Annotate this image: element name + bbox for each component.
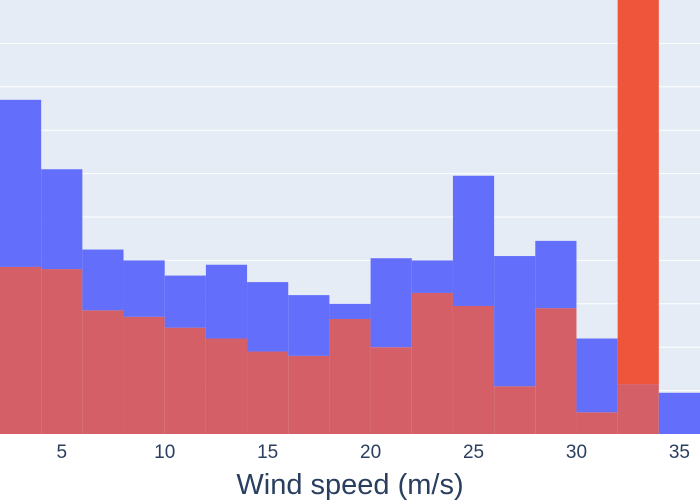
overlap-bar-16	[617, 384, 659, 434]
series-1-bar-7	[247, 282, 289, 352]
x-tick-labels: 5 10 15 20 25 30 35	[56, 442, 690, 463]
overlap-bar-3	[82, 310, 124, 434]
series-1-bar-3	[82, 249, 124, 311]
series-2-bar-16	[617, 0, 659, 385]
x-tick-label-20: 20	[360, 442, 381, 463]
x-tick-label-15: 15	[257, 442, 278, 463]
overlap-bar-8	[288, 355, 330, 434]
overlap-bar-6	[205, 338, 248, 434]
series-1-bar-17	[658, 392, 700, 434]
overlap-bar-9	[329, 318, 371, 434]
series-1-bar-10	[370, 258, 412, 348]
x-tick-label-5: 5	[56, 442, 67, 463]
overlap-bar-10	[370, 347, 412, 434]
series-1-bar-6	[205, 264, 248, 339]
overlap-bar-12	[452, 305, 495, 434]
x-axis-title: Wind speed (m/s)	[236, 469, 463, 500]
series-1-bar-5	[164, 275, 206, 328]
overlap-bar-13	[494, 386, 536, 434]
series-1-bar-4	[123, 260, 165, 317]
series-1-bar-9	[329, 303, 371, 319]
overlap-bar-2	[41, 269, 83, 434]
overlap-bar-14	[535, 308, 577, 434]
series-1-bar-11	[411, 260, 453, 293]
overlap-bar-7	[247, 351, 289, 434]
overlap-bar-15	[576, 412, 618, 434]
x-tick-label-35: 35	[669, 442, 690, 463]
overlap-bar-11	[411, 292, 453, 434]
x-tick-label-25: 25	[463, 442, 484, 463]
series-1-bar-12	[452, 175, 495, 306]
series-1-bar-8	[288, 295, 330, 356]
series-1-bar-15	[576, 338, 618, 413]
series-1-bar-1	[0, 99, 42, 267]
overlap-bar-5	[164, 327, 206, 434]
overlap-bar-1	[0, 266, 42, 434]
bars	[0, 0, 700, 434]
series-1-bar-14	[535, 240, 577, 309]
series-1-bar-13	[494, 256, 536, 387]
x-tick-label-10: 10	[154, 442, 175, 463]
series-1-bar-2	[41, 169, 83, 270]
overlap-bar-4	[123, 316, 165, 434]
x-tick-label-30: 30	[566, 442, 587, 463]
